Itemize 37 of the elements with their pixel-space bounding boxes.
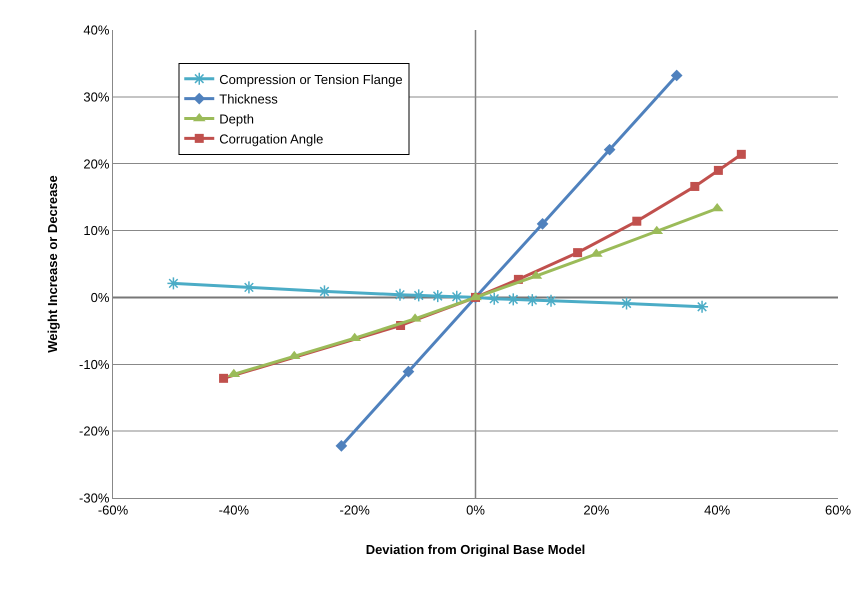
y-tick-label: 30% (83, 89, 110, 104)
point (536, 218, 548, 230)
y-tick-label: 40% (83, 22, 110, 38)
point (242, 280, 256, 294)
point (736, 150, 746, 159)
y-tick-label: 10% (83, 223, 110, 238)
x-tick-label: -20% (339, 502, 370, 518)
x-tick-label: 40% (704, 502, 731, 518)
point (620, 296, 634, 310)
point (695, 300, 709, 314)
legend-label: Corrugation Angle (219, 131, 324, 146)
point (604, 144, 616, 156)
point (336, 440, 348, 452)
y-tick-label: -10% (79, 356, 110, 372)
x-tick-label: 0% (466, 502, 486, 518)
point (166, 276, 180, 290)
point (714, 166, 723, 175)
x-tick-label: -40% (218, 502, 250, 518)
x-axis-title: Deviation from Original Base Model (366, 542, 586, 558)
point (393, 288, 407, 302)
point (573, 248, 582, 258)
point (402, 366, 414, 378)
point (544, 294, 558, 308)
point (318, 284, 332, 298)
point (670, 70, 683, 82)
legend-label: Compression or Tension Flange (219, 72, 403, 87)
legend-label: Thickness (219, 92, 278, 107)
y-tick-label: 0% (90, 290, 110, 305)
y-tick-label: -20% (79, 424, 110, 439)
x-tick-label: 60% (824, 502, 852, 518)
y-tick-label: 20% (83, 156, 110, 172)
x-tick-label: 20% (583, 502, 610, 518)
point (632, 216, 642, 226)
y-axis-title: Weight Increase or Decrease (44, 175, 60, 353)
legend-label: Depth (219, 112, 254, 127)
point (690, 182, 700, 191)
point (219, 374, 228, 383)
